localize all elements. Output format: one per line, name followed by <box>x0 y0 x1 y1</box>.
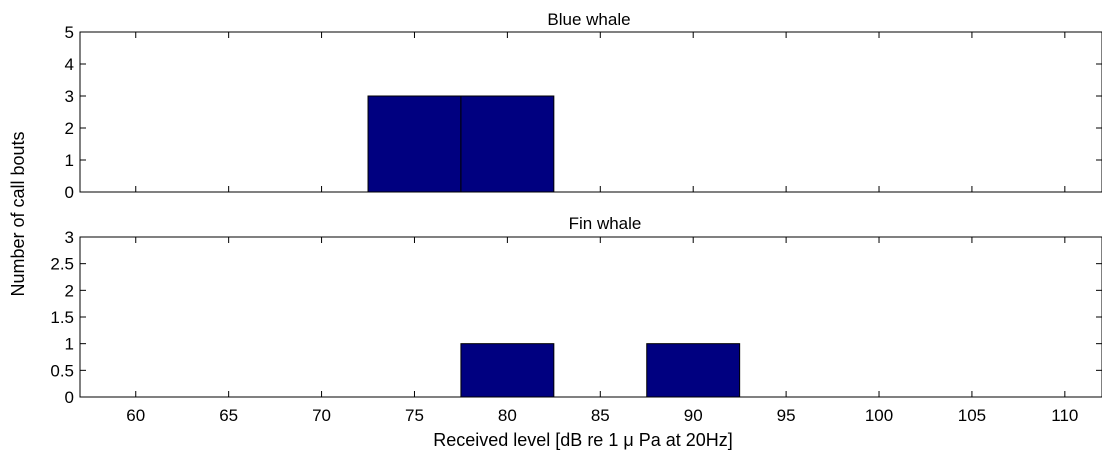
fin-whale-x-ticks: 60 65 70 75 80 85 90 95 100 105 110 <box>126 237 1078 425</box>
y-tick-label: 2 <box>65 119 74 138</box>
blue-whale-x-ticks <box>135 32 1066 192</box>
fin-whale-title: Fin whale <box>569 214 642 233</box>
y-axis-label: Number of call bouts <box>8 131 28 296</box>
blue-whale-bars <box>367 95 555 193</box>
fin-whale-panel: Fin whale 0 0.5 1 1.5 2 2.5 3 60 65 70 75 80 85 90 95… <box>50 214 1102 425</box>
fin-whale-plot-frame <box>79 236 1102 398</box>
y-tick-label: 5 <box>65 23 74 42</box>
blue-whale-plot-frame <box>79 31 1102 193</box>
x-axis-label: Received level [dB re 1 μ Pa at 20Hz] <box>433 430 733 450</box>
y-tick-label: 1 <box>65 151 74 170</box>
y-tick-label: 4 <box>65 55 74 74</box>
x-tick-label: 80 <box>498 406 517 425</box>
x-tick-label: 95 <box>777 406 796 425</box>
blue-whale-title: Blue whale <box>547 10 630 29</box>
histogram-bar <box>460 95 555 193</box>
x-tick-label: 105 <box>958 406 986 425</box>
x-tick-label: 85 <box>591 406 610 425</box>
y-tick-label: 0.5 <box>50 361 74 380</box>
x-tick-label: 90 <box>684 406 703 425</box>
x-tick-label: 60 <box>126 406 145 425</box>
histogram-bar <box>460 343 555 398</box>
y-tick-label: 3 <box>65 87 74 106</box>
y-tick-label: 0 <box>65 388 74 407</box>
y-tick-label: 2 <box>65 281 74 300</box>
y-tick-label: 1.5 <box>50 308 74 327</box>
x-tick-label: 75 <box>405 406 424 425</box>
y-tick-label: 3 <box>65 228 74 247</box>
blue-whale-y-ticks: 0 1 2 3 4 5 <box>65 23 1102 202</box>
x-tick-label: 65 <box>219 406 238 425</box>
blue-whale-panel: Blue whale 0 1 2 3 4 5 <box>65 10 1102 202</box>
fin-whale-y-ticks: 0 0.5 1 1.5 2 2.5 3 <box>50 228 1102 407</box>
histogram-bar <box>646 343 741 398</box>
y-tick-label: 2.5 <box>50 255 74 274</box>
y-tick-label: 0 <box>65 183 74 202</box>
histogram-bar <box>367 95 462 193</box>
fin-whale-bars <box>460 343 741 398</box>
y-tick-label: 1 <box>65 335 74 354</box>
x-tick-label: 110 <box>1051 406 1078 425</box>
x-tick-label: 100 <box>865 406 893 425</box>
x-tick-label: 70 <box>312 406 331 425</box>
